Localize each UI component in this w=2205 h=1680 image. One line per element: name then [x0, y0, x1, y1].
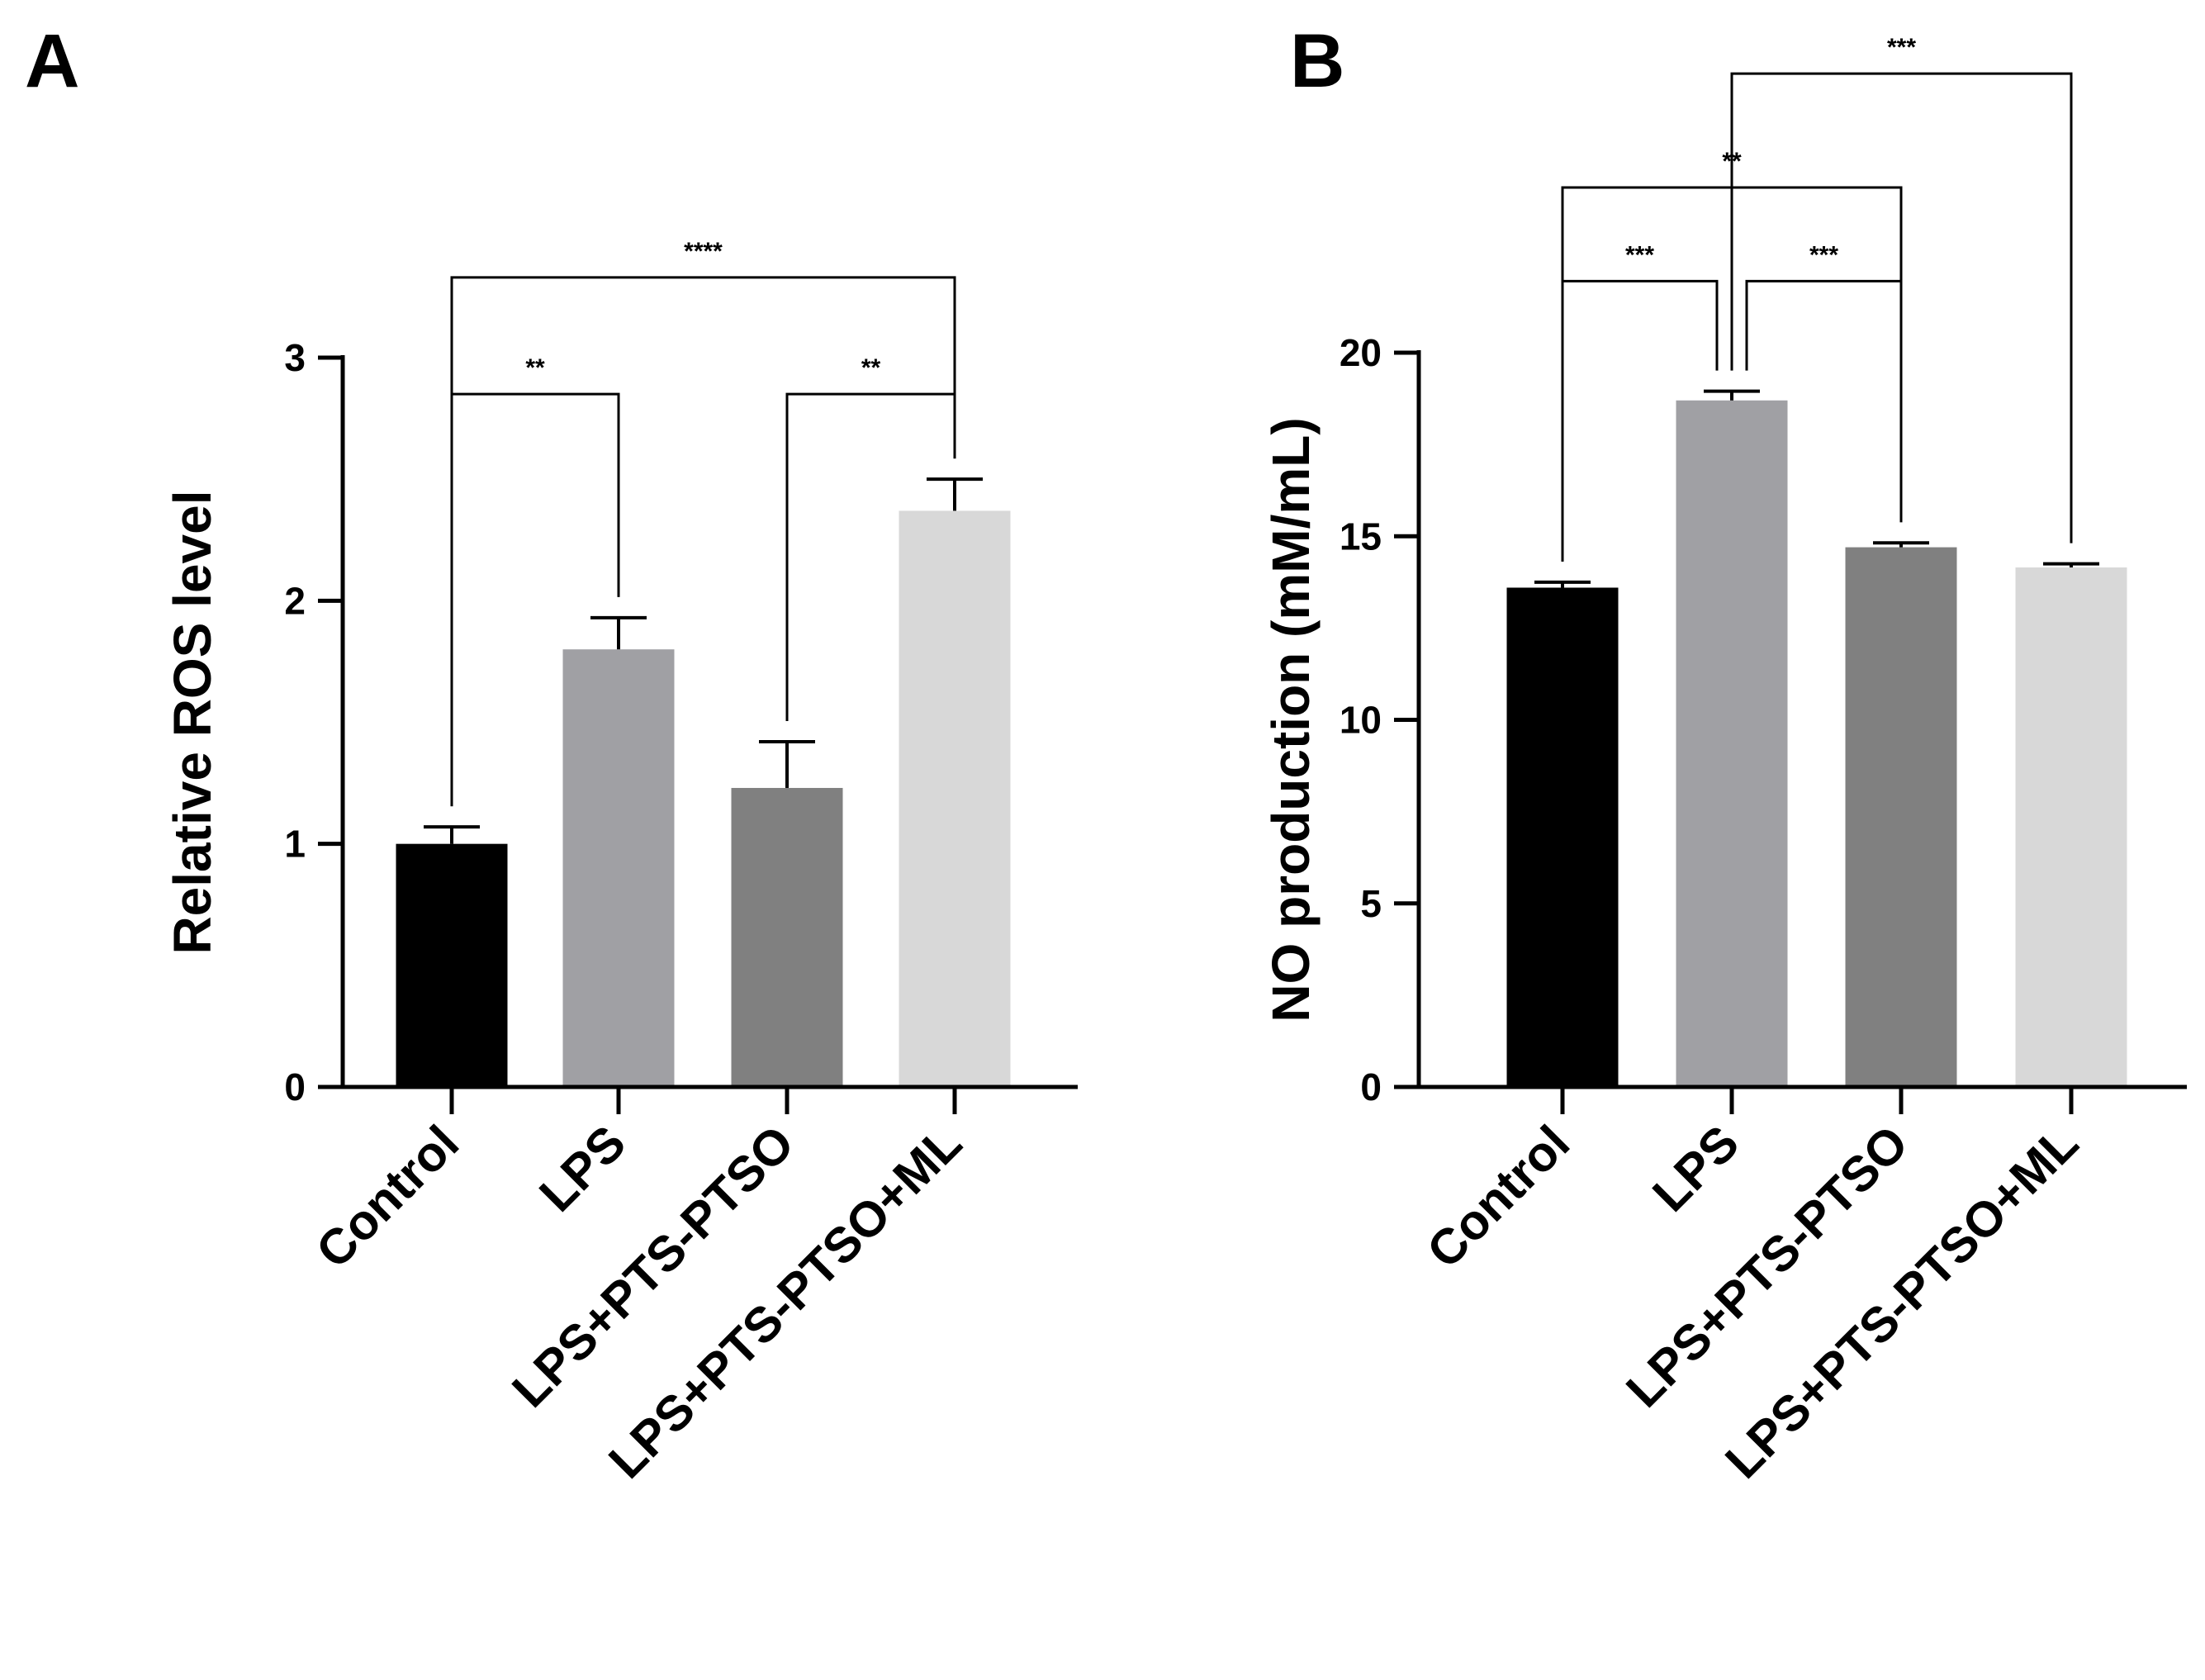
- x-tick-label: Control: [306, 1115, 469, 1279]
- y-tick-label: 0: [284, 1065, 306, 1108]
- bar-1: [1506, 587, 1619, 1087]
- x-tick-label: LPS: [1642, 1115, 1749, 1222]
- panel-letter: B: [1290, 19, 1344, 103]
- y-tick-label: 0: [1360, 1065, 1382, 1108]
- significance-label: ***: [1887, 34, 1916, 61]
- bar-4: [2015, 567, 2127, 1087]
- y-tick-label: 3: [284, 336, 306, 379]
- significance-label: **: [525, 354, 545, 382]
- bar-2: [1676, 400, 1788, 1087]
- x-tick-label: LPS+PTS-PTSO: [1615, 1115, 1918, 1418]
- x-tick-label: Control: [1416, 1115, 1580, 1279]
- y-axis-title: Relative ROS level: [163, 490, 222, 954]
- significance-label: ***: [1625, 241, 1654, 268]
- bar-4: [899, 510, 1011, 1087]
- bar-1: [396, 843, 508, 1087]
- x-tick-label: LPS+PTS-PTSO+ML: [1714, 1115, 2089, 1489]
- significance-label: ****: [684, 238, 723, 265]
- y-tick-label: 10: [1340, 699, 1382, 742]
- panel-letter: A: [25, 19, 79, 103]
- bar-2: [562, 649, 675, 1087]
- y-axis-title: NO production (mM/mL): [1261, 417, 1321, 1022]
- bar-3: [1845, 547, 1957, 1087]
- significance-label: ***: [1809, 241, 1838, 268]
- x-tick-label: LPS+PTS-PTSO: [501, 1115, 804, 1418]
- x-tick-label: LPS: [529, 1115, 636, 1222]
- y-tick-label: 5: [1360, 882, 1382, 925]
- significance-bracket: [450, 276, 956, 807]
- y-tick-label: 2: [284, 579, 306, 622]
- y-tick-label: 1: [284, 823, 306, 866]
- panel-b: B 0 5 10 15 20 Control LPSLPS+PTS-PTSOLPS+PTS-P…: [1261, 19, 2187, 1489]
- y-tick-label: 20: [1340, 331, 1382, 374]
- y-tick-label: 15: [1340, 515, 1382, 558]
- significance-bracket: [1730, 72, 2073, 543]
- bar-3: [731, 787, 843, 1087]
- significance-label: **: [861, 354, 881, 382]
